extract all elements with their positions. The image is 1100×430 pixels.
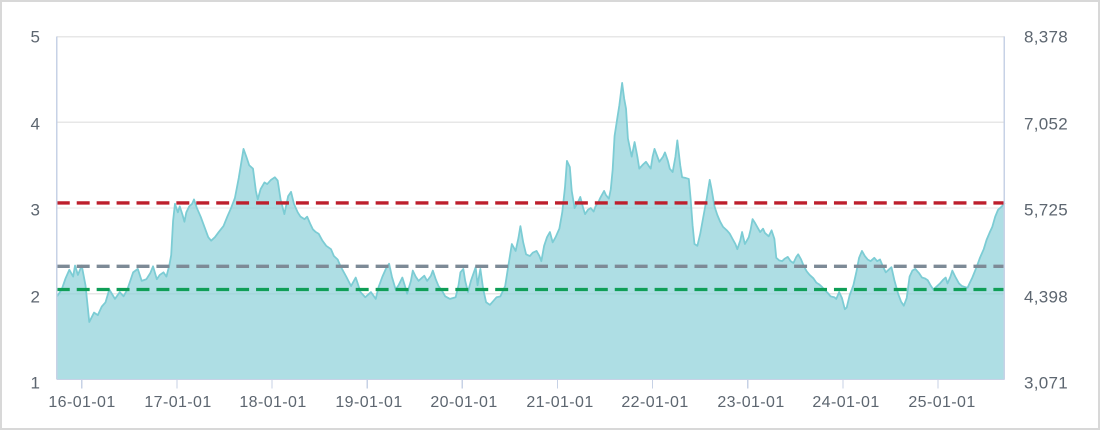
x-axis-date-label: 19-01-01 [335, 394, 403, 411]
y-axis-right-tick-label: 7,052 [1024, 114, 1069, 134]
y-axis-right-tick-label: 8,378 [1024, 27, 1069, 47]
y-axis-left-tick-label: 3 [30, 200, 40, 220]
y-axis-left-tick-label: 5 [30, 27, 40, 47]
axes [56, 36, 1005, 389]
y-axis-right-tick-label: 4,398 [1024, 287, 1069, 307]
y-axis-left-tick-label: 1 [30, 373, 40, 393]
x-axis-date-label: 17-01-01 [144, 394, 212, 411]
x-axis-date-label: 22-01-01 [621, 394, 689, 411]
x-axis-date-label: 24-01-01 [812, 394, 880, 411]
y-axis-left-tick-label: 2 [30, 287, 40, 307]
x-axis-date-label: 18-01-01 [239, 394, 307, 411]
x-axis-date-label: 20-01-01 [430, 394, 498, 411]
y-axis-right-tick-label: 5,725 [1024, 200, 1069, 220]
x-axis-date-label: 25-01-01 [908, 394, 976, 411]
x-axis-date-label: 16-01-01 [48, 394, 116, 411]
area-series [56, 82, 1006, 380]
x-axis-date-label: 23-01-01 [717, 394, 785, 411]
x-axis-date-label: 21-01-01 [526, 394, 594, 411]
y-axis-right-tick-label: 3,071 [1024, 373, 1069, 393]
y-axis-left-tick-label: 4 [30, 114, 40, 134]
